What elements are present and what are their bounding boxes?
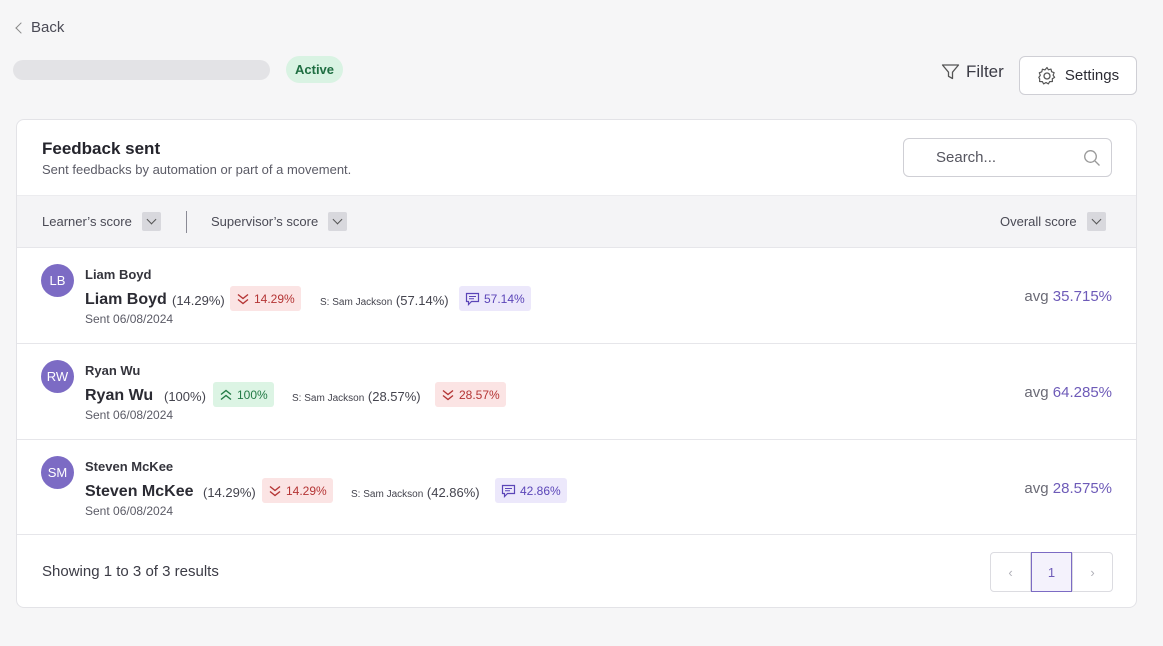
learner-score-chip: 100% (213, 382, 274, 407)
learner-name-top: Ryan Wu (85, 363, 141, 378)
learner-name: Steven McKee (85, 483, 194, 500)
settings-label: Settings (1064, 67, 1120, 84)
next-page-button[interactable]: › (1072, 552, 1113, 592)
overall-average: avg 28.575% (1024, 480, 1112, 497)
back-label: Back (31, 19, 65, 36)
double-chevron-down-icon (237, 293, 249, 304)
supervisor-score-filter[interactable]: Supervisor’s score (211, 212, 348, 231)
sent-date: Sent 06/08/2024 (85, 504, 174, 518)
comment-icon (465, 292, 480, 306)
supervisor-score-label: Supervisor’s score (211, 214, 319, 229)
feedback-card: Feedback sent Sent feedbacks by automati… (16, 119, 1137, 608)
results-to-word: to (116, 563, 129, 580)
overall-score-label: Overall score (1000, 214, 1077, 229)
filter-label: Filter (966, 62, 1004, 81)
avg-value: 35.715% (1052, 288, 1112, 305)
learner-percent: (14.29%) (203, 485, 256, 500)
supervisor-percent: (57.14%) (395, 293, 449, 308)
avg-value: 64.285% (1052, 384, 1112, 401)
gear-icon (1038, 66, 1056, 84)
search-placeholder: Search... (936, 149, 997, 166)
settings-button[interactable]: Settings (1019, 56, 1137, 95)
supervisor-chip-value: 28.57% (459, 387, 500, 402)
avg-value: 28.575% (1052, 480, 1112, 497)
overall-average: avg 64.285% (1024, 384, 1112, 401)
supervisor-name: S: Sam Jackson (320, 297, 393, 308)
double-chevron-down-icon (442, 389, 454, 400)
table-row[interactable]: SM Steven McKee Steven McKee (14.29%) 14… (17, 439, 1136, 535)
avg-label: avg (1024, 480, 1049, 497)
learner-name: Ryan Wu (85, 387, 154, 404)
pagination: ‹ 1 › (990, 552, 1113, 592)
table-footer: Showing 1 to 3 of 3 results ‹ 1 › (17, 534, 1136, 607)
supervisor-name: S: Sam Jackson (292, 393, 365, 404)
chevron-down-icon[interactable] (328, 212, 348, 231)
learner-percent: (100%) (164, 389, 206, 404)
table-row[interactable]: LB Liam Boyd Liam Boyd (14.29%) 14.29% S… (17, 247, 1136, 343)
results-summary: Showing 1 to 3 of 3 results (42, 563, 219, 580)
overall-average: avg 35.715% (1024, 288, 1112, 305)
results-from: 1 (103, 563, 113, 580)
supervisor-percent: (28.57%) (367, 389, 421, 404)
supervisor-percent: (42.86%) (426, 485, 480, 500)
results-total: 3 (162, 563, 171, 580)
learner-chip-value: 14.29% (286, 483, 327, 498)
card-title: Feedback sent (42, 139, 161, 158)
avg-label: avg (1024, 288, 1049, 305)
avatar: LB (41, 264, 74, 297)
search-input[interactable]: Search... (903, 138, 1112, 177)
overall-score-filter[interactable]: Overall score (1000, 212, 1106, 231)
results-suffix: results (174, 563, 219, 580)
learner-score-filter[interactable]: Learner’s score (42, 212, 161, 231)
learner-name-top: Liam Boyd (85, 267, 152, 282)
learner-percent: (14.29%) (172, 293, 225, 308)
learner-score-chip: 14.29% (230, 286, 301, 311)
results-of-word: of (145, 563, 158, 580)
learner-chip-value: 100% (237, 387, 268, 402)
supervisor-score-chip: 57.14% (459, 286, 531, 311)
sent-date: Sent 06/08/2024 (85, 408, 174, 422)
supervisor-chip-value: 42.86% (520, 483, 561, 498)
results-to: 3 (132, 563, 142, 580)
avatar: SM (41, 456, 74, 489)
back-link[interactable]: Back (15, 19, 65, 36)
page-button-1[interactable]: 1 (1031, 552, 1072, 592)
prev-page-button[interactable]: ‹ (990, 552, 1031, 592)
learner-chip-value: 14.29% (254, 291, 295, 306)
chevron-left-icon (15, 22, 27, 34)
sent-date: Sent 06/08/2024 (85, 312, 174, 326)
supervisor-score-chip: 42.86% (495, 478, 567, 503)
chevron-down-icon[interactable] (141, 212, 161, 231)
search-icon (1084, 150, 1100, 166)
comment-icon (501, 484, 516, 498)
supervisor-chip-value: 57.14% (484, 291, 525, 306)
learner-name: Liam Boyd (85, 291, 167, 308)
double-chevron-down-icon (269, 485, 281, 496)
learner-score-chip: 14.29% (262, 478, 333, 503)
score-filter-bar: Learner’s score Supervisor’s score Overa… (17, 195, 1136, 247)
learner-score-label: Learner’s score (42, 214, 132, 229)
chevron-down-icon[interactable] (1086, 212, 1106, 231)
title-placeholder (13, 60, 270, 80)
filter-button[interactable]: Filter (941, 62, 1004, 82)
results-prefix: Showing (42, 563, 100, 580)
card-subtitle: Sent feedbacks by automation or part of … (42, 162, 352, 177)
supervisor-name: S: Sam Jackson (351, 489, 424, 500)
avatar: RW (41, 360, 74, 393)
supervisor-score: S: Sam Jackson (28.57%) (292, 389, 421, 404)
supervisor-score-chip: 28.57% (435, 382, 506, 407)
avg-label: avg (1024, 384, 1049, 401)
table-row[interactable]: RW Ryan Wu Ryan Wu (100%) 100% S: Sam Ja… (17, 343, 1136, 439)
double-chevron-up-icon (220, 389, 232, 400)
divider (186, 211, 187, 233)
learner-name-top: Steven McKee (85, 459, 174, 474)
supervisor-score: S: Sam Jackson (57.14%) (320, 293, 449, 308)
filter-icon (941, 64, 960, 80)
supervisor-score: S: Sam Jackson (42.86%) (351, 485, 480, 500)
status-badge: Active (286, 56, 344, 83)
